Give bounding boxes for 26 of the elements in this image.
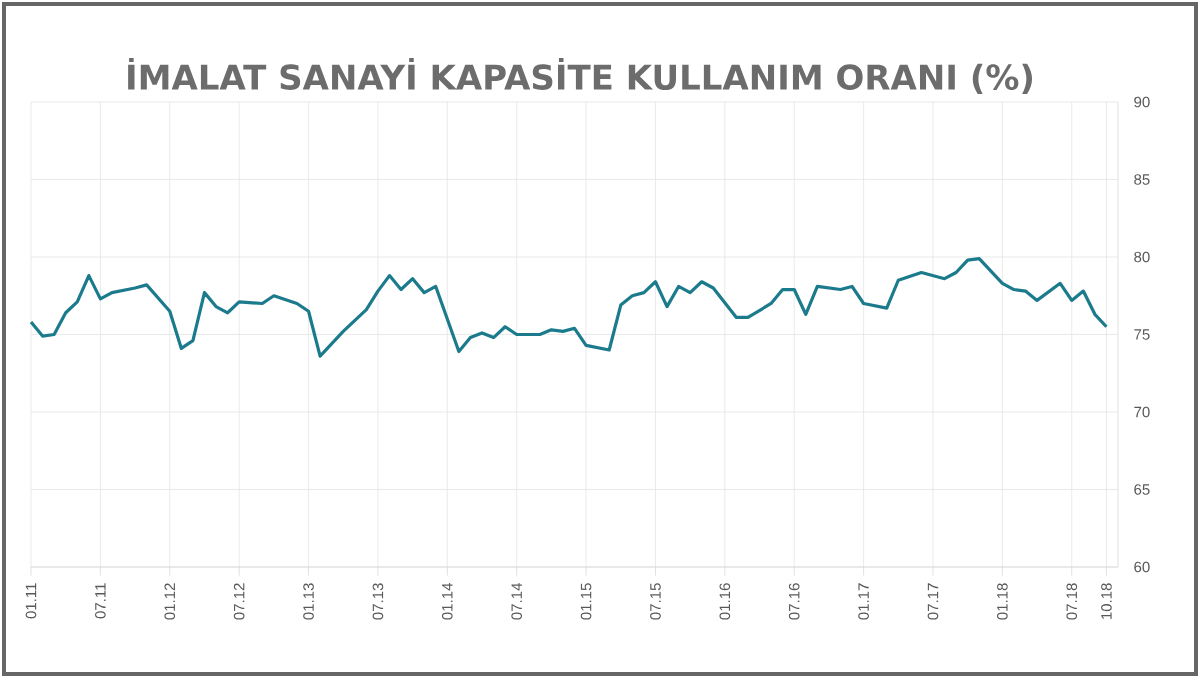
y-tick-label: 65 [1134, 484, 1150, 495]
chart-title: İMALAT SANAYİ KAPASİTE KULLANIM ORANI (%) [128, 57, 1033, 94]
x-tick-label: 07.13 [372, 583, 384, 620]
x-tick-label: 07.11 [95, 583, 106, 619]
x-tick-label: 10.18 [1101, 583, 1112, 619]
x-tick-label: 01.14 [441, 583, 453, 620]
x-tick-label: 07.18 [1066, 583, 1078, 620]
y-tick-label: 70 [1134, 406, 1150, 418]
y-tick-label: 80 [1134, 251, 1150, 263]
x-tick-label: 01.17 [858, 583, 869, 620]
y-tick-label: 60 [1134, 561, 1150, 573]
x-tick-label: 01.11 [25, 583, 37, 619]
x-tick-label: 01.18 [997, 583, 1008, 620]
y-tick-label: 75 [1134, 329, 1150, 340]
x-tick-label: 01.15 [580, 583, 592, 620]
y-tick-label: 90 [1134, 96, 1150, 108]
x-tick-label: 07.16 [788, 583, 800, 620]
line-series [29, 256, 1109, 358]
x-tick-label: 01.13 [303, 583, 314, 620]
x-tick-label: 07.15 [650, 583, 661, 620]
x-tick-label: 01.12 [164, 583, 176, 620]
x-tick-label: 01.16 [719, 583, 731, 620]
x-tick-label: 07.12 [233, 583, 245, 620]
x-tick-label: 07.14 [511, 583, 523, 620]
x-tick-label: 07.17 [927, 583, 939, 620]
y-tick-label: 85 [1134, 174, 1150, 185]
